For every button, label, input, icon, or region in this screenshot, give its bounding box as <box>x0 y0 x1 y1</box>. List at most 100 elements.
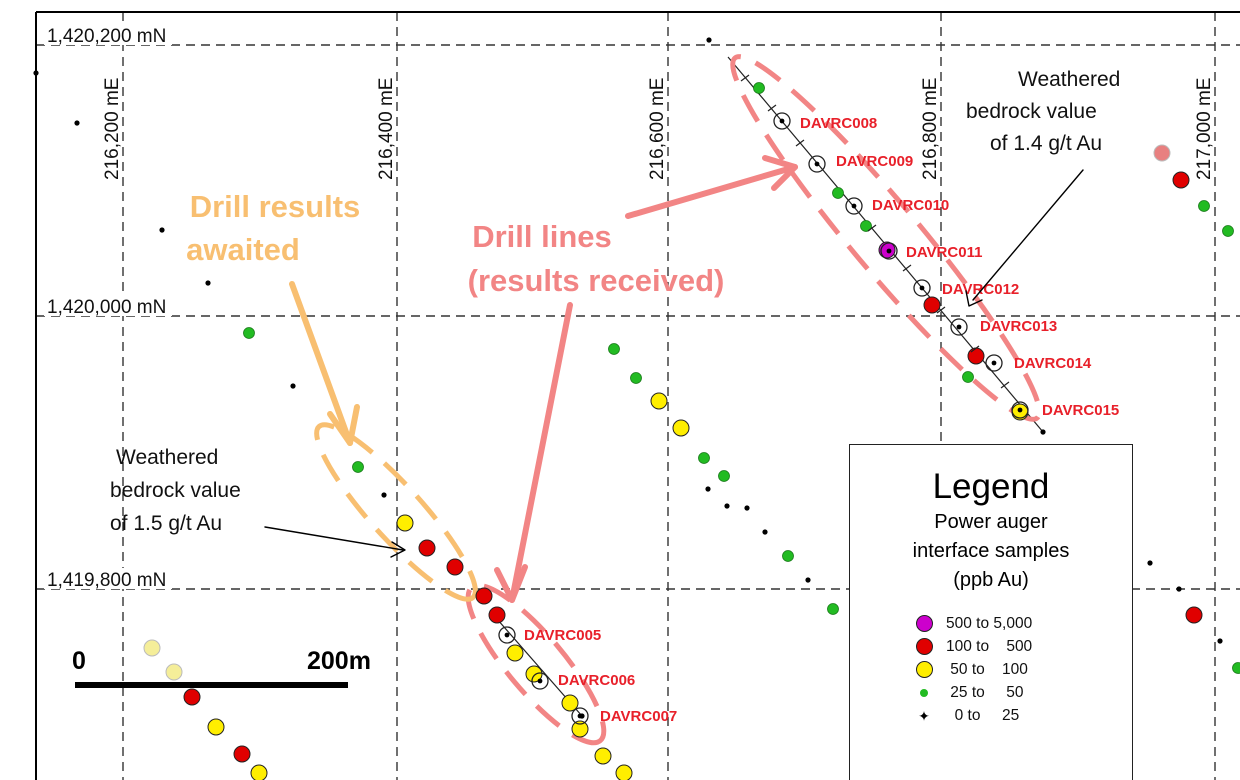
drill-collar <box>845 197 863 215</box>
sample-point-faded <box>143 639 161 657</box>
grid-lines <box>36 12 1240 780</box>
hole-label: DAVRC013 <box>980 318 1057 335</box>
sample-point-50-100 <box>396 514 414 532</box>
drill-collar-center <box>991 360 997 366</box>
drill-collar-center <box>537 678 543 684</box>
sample-points <box>33 37 1240 780</box>
sample-point-0-25 <box>1040 429 1046 435</box>
hole-label: DAVRC011 <box>906 244 982 261</box>
drill-collar-center <box>886 248 892 254</box>
sample-point-25-50 <box>630 372 642 384</box>
received-arrow-upper <box>625 164 798 219</box>
note-arrowhead-upper <box>965 290 983 307</box>
received-callout-line1: Drill lines <box>472 219 612 254</box>
sample-point-25-50 <box>608 343 620 355</box>
sample-point-0-25 <box>705 486 711 492</box>
sample-point-25-50 <box>243 327 255 339</box>
sample-point-50-100 <box>506 644 524 662</box>
sample-point-100-500 <box>418 539 436 557</box>
drill-collar-center <box>956 324 962 330</box>
hole-label: DAVRC006 <box>558 672 635 689</box>
legend-items: 500 to 5,000 100 to 500 50 to 100 25 to … <box>912 612 1132 727</box>
hole-label: DAVRC005 <box>524 627 601 644</box>
legend-item: ✦ 0 to 25 <box>912 704 1132 727</box>
legend-symbol-yellow-dot <box>912 661 936 678</box>
hole-label: DAVRC008 <box>800 115 877 132</box>
sample-point-50-100 <box>250 764 268 780</box>
easting-label: 216,600 mE <box>647 78 668 180</box>
drill-trace-tick <box>1000 381 1010 389</box>
sample-point-25-50 <box>718 470 730 482</box>
drill-collar <box>571 707 589 725</box>
drill-collars <box>498 74 1029 725</box>
legend-symbol-magenta-dot <box>912 615 936 632</box>
legend-item: 100 to 500 <box>912 635 1132 658</box>
sample-point-100-500 <box>183 688 201 706</box>
drill-collar <box>950 318 968 336</box>
legend-subtitle-2: interface samples <box>912 540 1070 562</box>
received-callout-line2: (results received) <box>468 263 725 298</box>
easting-label: 217,000 mE <box>1194 78 1215 180</box>
hole-label: DAVRC014 <box>1014 355 1092 372</box>
drill-trace-tick <box>767 104 777 112</box>
drill-trace-tick <box>970 345 980 353</box>
drill-line-outline-upper <box>730 54 1042 422</box>
scale-bar-end: 200m <box>307 647 371 675</box>
legend-range: 25 to 50 <box>946 683 1024 701</box>
sample-point-100-500 <box>1172 171 1190 189</box>
sample-point-100-500 <box>967 347 985 365</box>
sample-point-100-500 <box>923 296 941 314</box>
sample-point-25-50 <box>352 461 364 473</box>
drill-collar <box>985 354 1003 372</box>
sample-point-0-25 <box>805 577 811 583</box>
hole-label: DAVRC015 <box>1042 402 1119 419</box>
legend-range: 50 to 100 <box>946 660 1028 678</box>
sample-point-0-25 <box>290 383 296 389</box>
note-arrow-upper <box>972 169 1084 301</box>
drill-collar <box>773 112 791 130</box>
note-upper-line1: Weathered <box>1018 68 1120 91</box>
note-upper-line2: bedrock value <box>966 100 1097 123</box>
drill-collar <box>913 279 931 297</box>
legend-subtitle-1: Power auger <box>934 511 1048 533</box>
sample-point-50-100 <box>561 694 579 712</box>
drill-trace-tick <box>867 224 877 232</box>
sample-point-25-50 <box>698 452 710 464</box>
sample-point-25-50 <box>753 82 765 94</box>
scale-bar: 0 200m <box>72 647 371 688</box>
drill-collar-center <box>851 203 857 209</box>
drill-line-outline-lower <box>465 582 607 746</box>
sample-point-0-25 <box>1217 638 1223 644</box>
sample-point-100-500 <box>446 558 464 576</box>
drill-collar <box>531 672 549 690</box>
sample-point-50-100 <box>672 419 690 437</box>
northing-label: 1,420,200 mN <box>47 26 166 47</box>
awaited-callout-line1: Drill results <box>190 189 361 224</box>
drill-collar <box>498 626 516 644</box>
legend-symbol-black-cross: ✦ <box>918 707 930 724</box>
callout-arrows <box>264 155 1084 603</box>
sample-point-100-500 <box>233 745 251 763</box>
sample-point-0-25 <box>205 280 211 286</box>
legend: Legend Power auger interface samples (pp… <box>849 444 1133 780</box>
hole-label: DAVRC012 <box>942 281 1019 298</box>
sample-point-25-50 <box>962 371 974 383</box>
note-upper-line3: of 1.4 g/t Au <box>990 132 1102 155</box>
legend-title: Legend <box>932 467 1050 506</box>
sample-point-50-100 <box>571 720 589 738</box>
sample-point-100-500 <box>1185 606 1203 624</box>
note-arrow-lower <box>264 526 404 551</box>
received-arrowhead-lower <box>494 564 528 603</box>
sample-point-100-500 <box>475 587 493 605</box>
legend-symbol-red-dot <box>912 638 936 655</box>
received-arrowhead-upper <box>762 155 798 191</box>
hole-label: DAVRC007 <box>600 708 677 725</box>
sample-point-0-25 <box>1147 560 1153 566</box>
received-arrow-lower <box>509 302 573 603</box>
sample-point-0-25 <box>74 120 80 126</box>
sample-point-0-25 <box>744 505 750 511</box>
legend-range: 0 to 25 <box>946 706 1020 724</box>
sample-point-25-50 <box>1222 225 1234 237</box>
hole-label: DAVRC009 <box>836 153 913 170</box>
awaited-outline <box>314 422 478 602</box>
